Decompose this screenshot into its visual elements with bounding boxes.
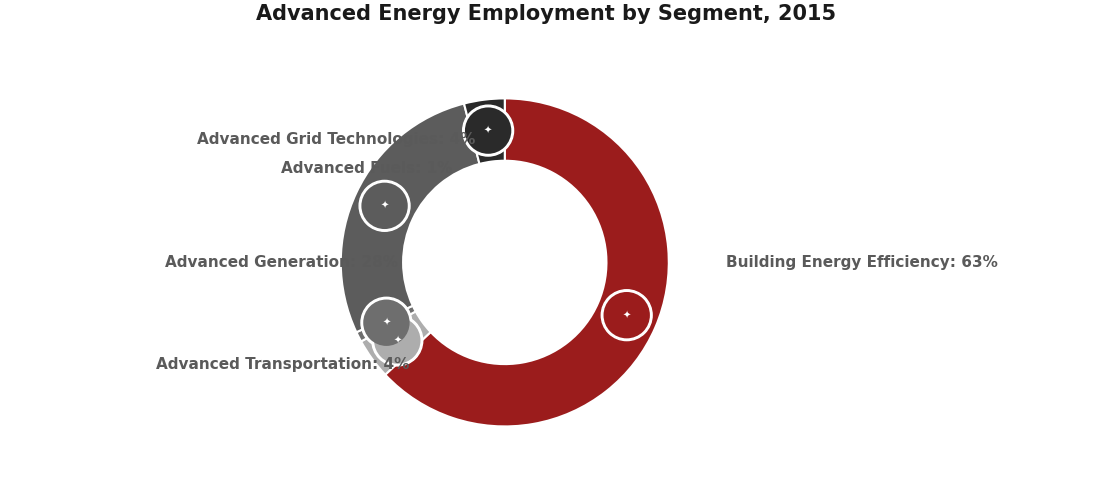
Circle shape (372, 315, 423, 366)
Circle shape (601, 290, 653, 341)
Title: Advanced Energy Employment by Segment, 2015: Advanced Energy Employment by Segment, 2… (256, 4, 836, 24)
Wedge shape (465, 99, 505, 164)
Text: ✦: ✦ (484, 125, 492, 136)
Text: Building Energy Efficiency: 63%: Building Energy Efficiency: 63% (726, 255, 998, 270)
Wedge shape (361, 311, 431, 375)
Text: Advanced Grid Technologies: 4%: Advanced Grid Technologies: 4% (197, 132, 475, 147)
Circle shape (363, 183, 407, 228)
Wedge shape (356, 305, 415, 342)
Text: ✦: ✦ (623, 310, 631, 320)
Text: Advanced Transportation: 4%: Advanced Transportation: 4% (156, 357, 410, 371)
Circle shape (604, 293, 649, 337)
Circle shape (462, 105, 514, 156)
Text: ✦: ✦ (383, 318, 390, 328)
Text: ✦: ✦ (380, 201, 389, 211)
Circle shape (466, 108, 510, 153)
Circle shape (361, 297, 412, 348)
Circle shape (360, 181, 410, 231)
Text: Advanced Generation: 28%: Advanced Generation: 28% (165, 255, 398, 270)
Wedge shape (341, 103, 480, 332)
Wedge shape (385, 99, 669, 427)
Text: ✦: ✦ (393, 336, 401, 346)
Circle shape (375, 318, 420, 363)
Circle shape (364, 301, 409, 345)
Text: Advanced Fuels: 1%: Advanced Fuels: 1% (281, 162, 453, 177)
